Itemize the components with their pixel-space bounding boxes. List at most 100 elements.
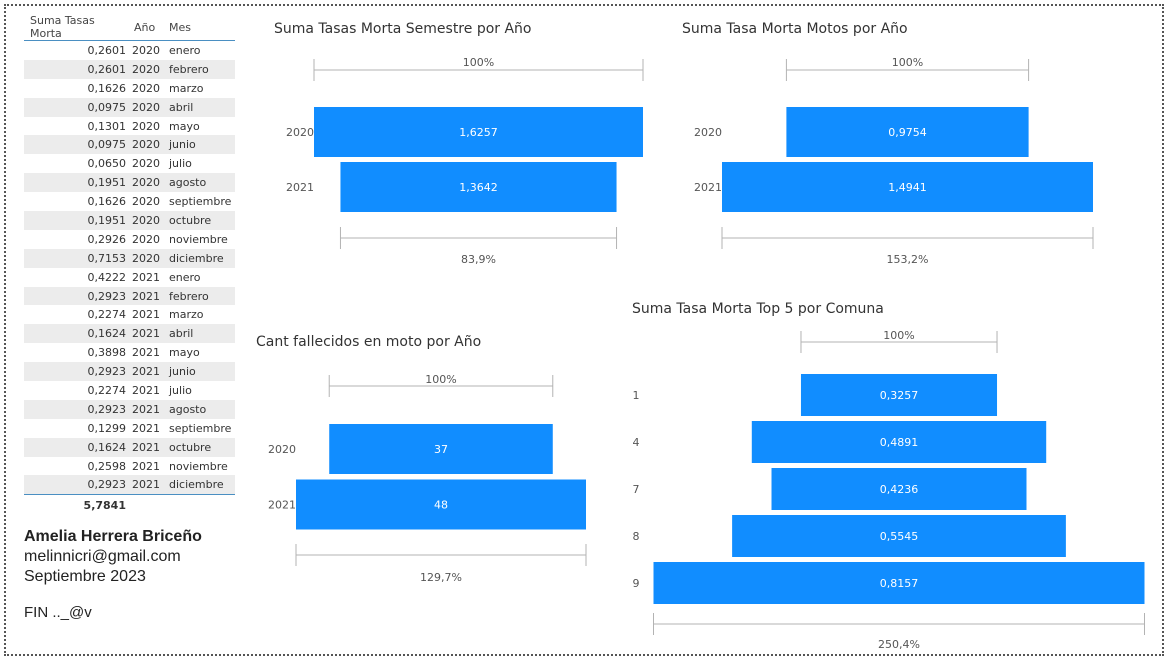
table-row[interactable]: 0,1299 2021 septiembre [24, 419, 235, 438]
funnel-bar[interactable] [771, 468, 1027, 510]
header-suma[interactable]: Suma Tasas Morta [30, 14, 95, 40]
table-row[interactable]: 0,1626 2020 septiembre [24, 192, 235, 211]
bar-value-label: 1,3642 [459, 181, 498, 194]
table-row[interactable]: 0,2923 2021 agosto [24, 399, 235, 419]
cell-mes: julio [169, 157, 192, 171]
cell-suma: 0,1301 [87, 119, 127, 133]
table-row[interactable]: 0,2274 2021 marzo [24, 305, 235, 324]
table-body: 0,2601 2020 enero 0,2601 2020 febrero 0,1626 20… [24, 41, 235, 495]
cell-suma: 0,2601 [87, 43, 127, 57]
funnel-bar[interactable] [296, 479, 586, 530]
funnel-bar[interactable] [340, 162, 617, 212]
cell-suma: 0,1624 [87, 440, 127, 454]
cell-anio: 2020 [132, 100, 160, 114]
bar-value-label: 37 [434, 443, 448, 456]
cell-mes: junio [169, 365, 196, 379]
cell-mes: septiembre [169, 421, 232, 435]
table-row[interactable]: 0,7153 2020 diciembre [24, 248, 235, 268]
table-row[interactable]: 0,1951 2020 agosto [24, 173, 235, 193]
table-row[interactable]: 0,2923 2021 febrero [24, 286, 235, 306]
cell-anio: 2021 [132, 270, 160, 284]
cell-anio: 2020 [132, 81, 160, 95]
table-row[interactable]: 0,2923 2021 diciembre [24, 475, 235, 495]
table-row[interactable]: 0,4222 2021 enero [24, 268, 235, 287]
table-row[interactable]: 0,1626 2020 marzo [24, 79, 235, 98]
bottom-percent-label: 250,4% [878, 638, 920, 651]
chart-title-comuna: Suma Tasa Morta Top 5 por Comuna [632, 301, 884, 317]
table-total-row: 5,7841 [24, 494, 235, 515]
category-label: 7 [633, 483, 640, 496]
bar-value-label: 0,5545 [880, 530, 919, 543]
bar-value-label: 0,4891 [880, 436, 919, 449]
table-row[interactable]: 0,0650 2020 julio [24, 154, 235, 173]
bar-value-label: 48 [434, 499, 448, 512]
table-row[interactable]: 0,2598 2021 noviembre [24, 457, 235, 476]
top-bracket [328, 375, 554, 397]
cell-mes: abril [169, 100, 194, 114]
cell-anio: 2020 [132, 119, 160, 133]
funnel-bar[interactable] [732, 515, 1066, 557]
table-row[interactable]: 0,1624 2021 octubre [24, 437, 235, 457]
cell-anio: 2021 [132, 402, 160, 416]
cell-suma: 0,2598 [87, 459, 127, 473]
table-row[interactable]: 0,2601 2020 enero [24, 41, 235, 60]
table-row[interactable]: 0,0975 2020 abril [24, 97, 235, 117]
cell-anio: 2020 [132, 176, 160, 190]
table-row[interactable]: 0,2926 2020 noviembre [24, 230, 235, 249]
bottom-percent-label: 129,7% [420, 571, 462, 584]
funnel-bar[interactable] [722, 162, 1093, 212]
header-mes[interactable]: Mes [169, 20, 191, 34]
table-row[interactable]: 0,1301 2020 mayo [24, 117, 235, 136]
cell-suma: 0,1626 [87, 195, 127, 209]
cell-mes: septiembre [169, 195, 232, 209]
funnel-bar[interactable] [653, 562, 1145, 604]
category-label: 2021 [694, 181, 722, 194]
bar-value-label: 1,6257 [459, 126, 498, 139]
bottom-bracket [295, 544, 587, 566]
table-row[interactable]: 0,1624 2021 abril [24, 324, 235, 344]
total-value: 5,7841 [83, 498, 126, 512]
cell-suma: 0,0975 [87, 100, 127, 114]
funnel-bar[interactable] [329, 424, 553, 474]
table-row[interactable]: 0,2923 2021 junio [24, 362, 235, 382]
cell-mes: noviembre [169, 232, 228, 246]
author-block: Amelia Herrera Briceño melinnicri@gmail.… [24, 528, 202, 621]
category-label: 2021 [286, 181, 314, 194]
cell-anio: 2021 [132, 478, 160, 492]
cell-suma: 0,2274 [87, 308, 127, 322]
table-row[interactable]: 0,2601 2020 febrero [24, 59, 235, 79]
cell-anio: 2021 [132, 383, 160, 397]
category-label: 2021 [268, 499, 296, 512]
cell-suma: 0,2601 [87, 62, 127, 76]
cell-anio: 2020 [132, 232, 160, 246]
cell-anio: 2021 [132, 346, 160, 360]
cell-anio: 2020 [132, 213, 160, 227]
top-percent-label: 100% [892, 56, 923, 69]
bar-value-label: 0,8157 [880, 577, 919, 590]
funnel-bar[interactable] [800, 374, 998, 416]
cell-mes: diciembre [169, 478, 224, 492]
bar-value-label: 1,4941 [888, 181, 927, 194]
cell-mes: enero [169, 43, 201, 57]
bottom-bracket [721, 227, 1094, 249]
cell-mes: octubre [169, 440, 212, 454]
cell-mes: enero [169, 270, 201, 284]
table-row[interactable]: 0,3898 2021 mayo [24, 343, 235, 362]
funnel-bar[interactable] [314, 107, 643, 157]
cell-anio: 2021 [132, 421, 160, 435]
funnel-bar[interactable] [786, 107, 1029, 157]
funnel-bar[interactable] [751, 421, 1047, 463]
header-anio[interactable]: Año [134, 20, 156, 34]
table-row[interactable]: 0,1951 2020 octubre [24, 211, 235, 230]
table-header: Suma Tasas Morta Año Mes [24, 14, 235, 41]
author-name: Amelia Herrera Briceño [24, 528, 202, 545]
cell-mes: febrero [169, 289, 209, 303]
report-frame [4, 4, 1164, 656]
cell-suma: 0,1624 [87, 327, 127, 341]
cell-mes: mayo [169, 346, 200, 360]
cell-mes: octubre [169, 213, 212, 227]
table-row[interactable]: 0,2274 2021 julio [24, 381, 235, 400]
table-row[interactable]: 0,0975 2020 junio [24, 135, 235, 155]
author-email: melinnicri@gmail.com [24, 548, 181, 565]
